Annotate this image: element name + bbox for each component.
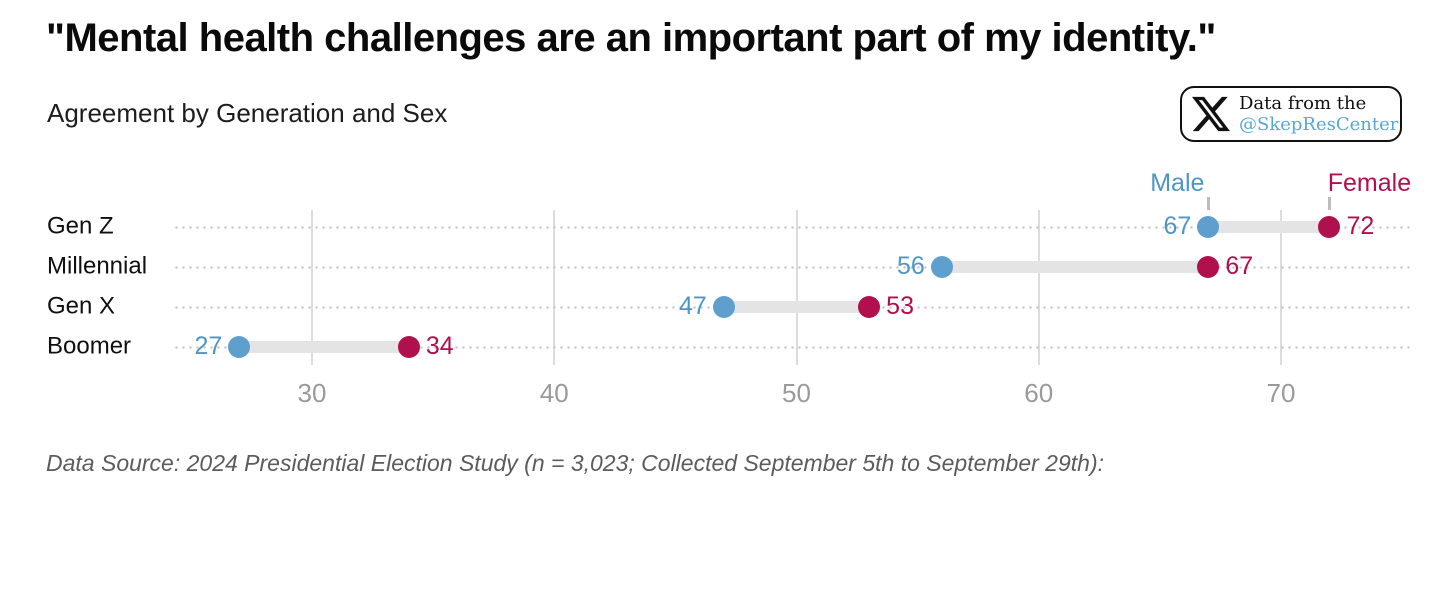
legend-male-label: Male bbox=[1150, 169, 1205, 197]
dumbbell-connector bbox=[941, 261, 1209, 273]
male-value-label: 67 bbox=[1163, 211, 1192, 240]
female-dot bbox=[858, 296, 881, 318]
x-gridline bbox=[1280, 210, 1282, 365]
chart-subtitle: Agreement by Generation and Sex bbox=[47, 98, 448, 128]
legend-female-label: Female bbox=[1327, 169, 1412, 197]
category-label: Boomer bbox=[47, 332, 132, 360]
dumbbell-connector bbox=[239, 341, 409, 353]
x-axis-tick-label: 70 bbox=[1266, 378, 1296, 408]
x-gridline bbox=[795, 210, 798, 365]
female-value-label: 34 bbox=[425, 331, 454, 360]
female-dot bbox=[1318, 216, 1341, 238]
male-value-label: 56 bbox=[897, 251, 925, 280]
category-label: Gen Z bbox=[47, 212, 114, 240]
category-label: Millennial bbox=[47, 252, 148, 280]
badge-handle-link[interactable]: @SkepResCenter bbox=[1239, 114, 1399, 135]
x-axis-tick-label: 40 bbox=[539, 378, 569, 408]
x-axis-tick-label: 30 bbox=[297, 378, 327, 408]
row-guide-line bbox=[173, 265, 1413, 269]
legend-female-tick bbox=[1327, 197, 1331, 210]
data-source-note: Data Source: 2024 Presidential Election … bbox=[46, 450, 1104, 476]
x-axis-tick-label: 50 bbox=[782, 378, 811, 408]
female-value-label: 53 bbox=[886, 291, 914, 320]
chart-title: "Mental health challenges are an importa… bbox=[46, 16, 1216, 60]
x-gridline bbox=[553, 210, 556, 365]
x-axis-tick-label: 60 bbox=[1024, 378, 1054, 408]
x-gridline bbox=[311, 210, 313, 365]
male-dot bbox=[930, 256, 953, 278]
male-dot bbox=[228, 336, 251, 358]
attribution-badge: Data from the @SkepResCenter bbox=[1180, 86, 1402, 142]
badge-text: Data from the @SkepResCenter bbox=[1239, 93, 1398, 135]
badge-line1: Data from the bbox=[1239, 93, 1367, 114]
row-guide-line bbox=[173, 225, 1413, 229]
female-dot bbox=[397, 336, 420, 358]
female-value-label: 72 bbox=[1346, 211, 1375, 240]
male-value-label: 27 bbox=[194, 331, 223, 360]
dumbbell-connector bbox=[1208, 221, 1330, 233]
category-label: Gen X bbox=[47, 292, 116, 320]
male-dot bbox=[712, 296, 735, 318]
female-dot bbox=[1197, 256, 1220, 278]
x-logo-icon bbox=[1192, 95, 1230, 133]
male-value-label: 47 bbox=[679, 291, 707, 320]
male-dot bbox=[1197, 216, 1220, 238]
dumbbell-connector bbox=[723, 301, 870, 313]
row-guide-line bbox=[173, 345, 1413, 349]
legend-male-tick bbox=[1206, 197, 1210, 210]
female-value-label: 67 bbox=[1225, 251, 1254, 280]
x-gridline bbox=[1037, 210, 1040, 365]
